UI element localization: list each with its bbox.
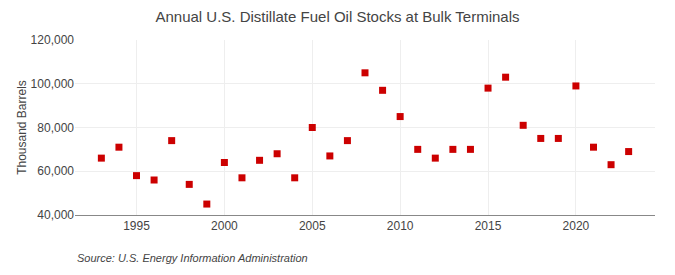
svg-text:2020: 2020 [563, 219, 590, 233]
svg-text:80,000: 80,000 [37, 121, 74, 135]
svg-text:2015: 2015 [475, 219, 502, 233]
svg-text:40,000: 40,000 [37, 208, 74, 222]
svg-text:60,000: 60,000 [37, 164, 74, 178]
svg-text:Thousand Barrels: Thousand Barrels [15, 80, 29, 175]
svg-text:100,000: 100,000 [31, 77, 75, 91]
svg-text:2000: 2000 [211, 219, 238, 233]
svg-text:2005: 2005 [299, 219, 326, 233]
svg-text:Source: U.S. Energy Informatio: Source: U.S. Energy Information Administ… [77, 252, 308, 264]
svg-text:120,000: 120,000 [31, 33, 75, 47]
svg-text:1995: 1995 [123, 219, 150, 233]
svg-text:Annual U.S. Distillate Fuel Oi: Annual U.S. Distillate Fuel Oil Stocks a… [155, 8, 519, 25]
svg-text:2010: 2010 [387, 219, 414, 233]
